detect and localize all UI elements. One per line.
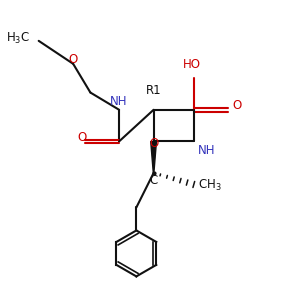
Text: C: C — [149, 174, 158, 188]
Text: O: O — [232, 99, 242, 112]
Text: O: O — [149, 137, 158, 150]
Text: HO: HO — [183, 58, 201, 71]
Text: CH$_3$: CH$_3$ — [198, 178, 222, 194]
Text: NH: NH — [198, 144, 216, 157]
Text: O: O — [68, 53, 78, 66]
Text: O: O — [77, 130, 86, 144]
Polygon shape — [151, 141, 157, 173]
Text: NH: NH — [110, 95, 128, 108]
Text: R1: R1 — [146, 84, 161, 97]
Text: H$_3$C: H$_3$C — [6, 30, 30, 46]
